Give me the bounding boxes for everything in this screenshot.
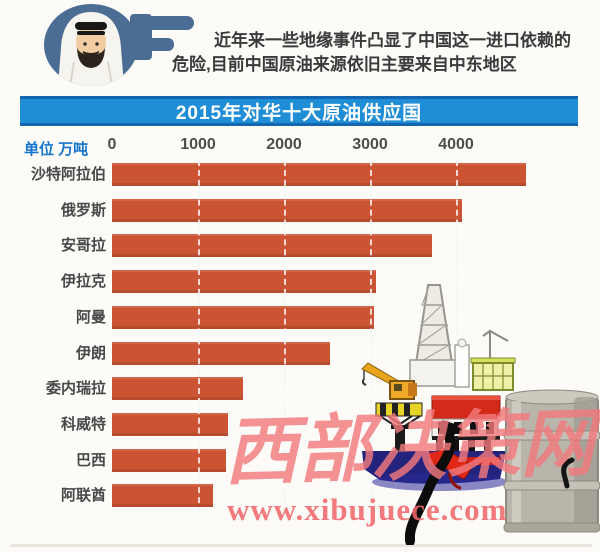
gridline-overlay xyxy=(456,160,458,513)
bar-label: 伊拉克 xyxy=(60,273,106,290)
oil-spill-icon xyxy=(362,451,508,491)
intro-text-line1: 近年来一些地缘事件凸显了中国这一进口依赖的 xyxy=(214,31,571,50)
axis-tick-label: 0 xyxy=(107,136,117,153)
bar xyxy=(112,234,432,257)
f-speech-shape-mid-arm xyxy=(132,38,174,51)
bar-label: 安哥拉 xyxy=(60,237,106,254)
bar-label: 阿曼 xyxy=(75,309,106,326)
f-speech-shape-top-arm xyxy=(132,16,194,30)
bar xyxy=(112,484,213,507)
bar xyxy=(112,306,374,329)
bar xyxy=(112,163,526,186)
bar xyxy=(112,199,462,222)
bar-label: 阿联酋 xyxy=(60,487,106,504)
bar-label: 科威特 xyxy=(60,416,106,433)
container-cabin-icon xyxy=(454,329,516,391)
bar xyxy=(112,342,330,365)
crane-icon xyxy=(361,362,423,455)
oil-rig-illustration xyxy=(361,284,600,545)
axis-tick-label: 1000 xyxy=(180,136,216,153)
bar-label: 沙特阿拉伯 xyxy=(30,166,106,183)
bar-label: 委内瑞拉 xyxy=(45,380,106,397)
bar xyxy=(112,413,228,436)
axis-tick-label: 2000 xyxy=(266,136,302,153)
intro-text: 近年来一些地缘事件凸显了中国这一进口依赖的 危险,目前中国原油来源依旧主要来自中… xyxy=(172,29,596,77)
chart-title-bar: 2015年对华十大原油供应国 xyxy=(20,96,578,126)
bar xyxy=(112,449,226,472)
fuel-hose-icon xyxy=(405,420,458,545)
bar-label: 俄罗斯 xyxy=(60,202,106,219)
bar-label: 伊朗 xyxy=(75,345,106,362)
intro-text-line2: 危险,目前中国原油来源依旧主要来自中东地区 xyxy=(172,55,517,74)
axis-unit-label: 单位 万吨 xyxy=(24,141,89,158)
bar xyxy=(112,377,243,400)
axis-tick-label: 4000 xyxy=(438,136,474,153)
oil-derrick-icon xyxy=(409,284,459,387)
gridline-overlay xyxy=(198,160,200,513)
oil-drum-icon xyxy=(503,389,600,533)
watermark-url: www.xibujuece.com xyxy=(227,492,508,527)
watermark-site-name: 西部决策网 xyxy=(222,401,596,494)
bar-label: 巴西 xyxy=(75,452,106,469)
arab-man-keffiyeh-icon xyxy=(44,4,138,86)
gridline-overlay xyxy=(370,160,372,513)
chart-title: 2015年对华十大原油供应国 xyxy=(175,102,423,124)
gridline-overlay xyxy=(284,160,286,513)
axis-tick-label: 3000 xyxy=(352,136,388,153)
bar xyxy=(112,270,376,293)
ground-line xyxy=(10,544,592,547)
